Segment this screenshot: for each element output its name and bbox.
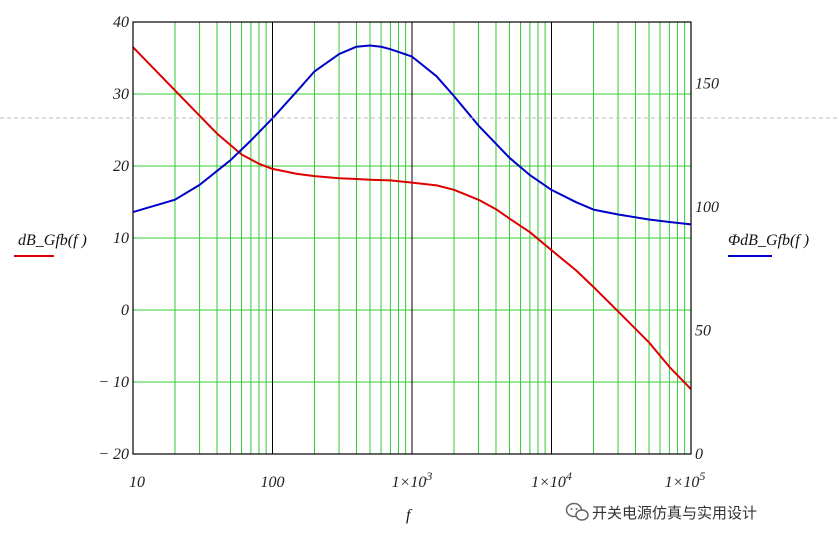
y-left-tick-label: 40 bbox=[113, 14, 129, 31]
series-layer bbox=[132, 44, 692, 390]
watermark-text: 开关电源仿真与实用设计 bbox=[592, 504, 757, 522]
y-left-label: dB_Gfb(f ) bbox=[18, 232, 87, 249]
y-right-tick-label: 150 bbox=[695, 76, 719, 93]
y-left-tick-label: − 10 bbox=[98, 374, 129, 391]
series-line-phase bbox=[132, 44, 692, 226]
y-left-tick-label: 30 bbox=[112, 86, 129, 103]
x-tick-label: 1×105 bbox=[665, 469, 706, 491]
x-tick-label: 100 bbox=[261, 474, 285, 491]
y-left-tick-label: − 20 bbox=[98, 446, 129, 463]
series-line-gain bbox=[132, 46, 692, 390]
x-axis-label: f bbox=[406, 507, 413, 524]
y-left-tick-label: 10 bbox=[113, 230, 129, 247]
x-tick-exponent: 3 bbox=[425, 469, 432, 483]
y-right-label: ΦdB_Gfb(f ) bbox=[728, 232, 809, 249]
x-tick-exponent: 5 bbox=[699, 469, 705, 483]
x-tick-label: 10 bbox=[129, 474, 145, 491]
x-tick-label: 1×104 bbox=[531, 469, 572, 491]
watermark: 开关电源仿真与实用设计 bbox=[565, 502, 757, 522]
x-tick-exponent: 4 bbox=[566, 469, 572, 483]
y-right-tick-label: 0 bbox=[695, 446, 703, 463]
y-right-tick-label: 100 bbox=[695, 199, 719, 216]
plot-frame bbox=[132, 21, 692, 455]
y-left-tick-label: 20 bbox=[113, 158, 129, 175]
y-left-tick-label: 0 bbox=[121, 302, 129, 319]
y-right-tick-label: 50 bbox=[695, 323, 711, 340]
wechat-icon bbox=[565, 502, 589, 521]
x-tick-label: 1×103 bbox=[392, 469, 433, 491]
